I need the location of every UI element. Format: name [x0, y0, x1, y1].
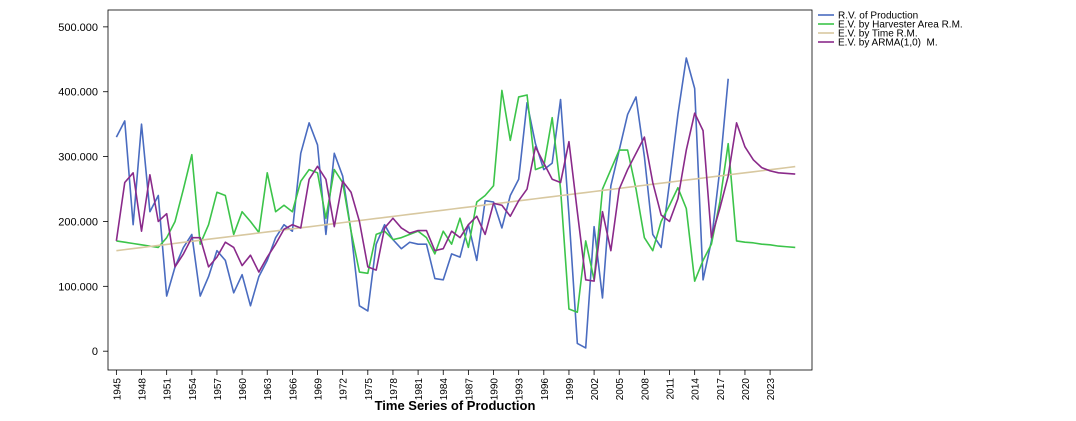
x-tick-label: 1951: [163, 378, 174, 401]
plot-area: [107, 9, 813, 371]
x-tick-label: 1987: [464, 378, 475, 401]
x-tick-label: 2023: [766, 378, 777, 401]
x-tick-label: 2011: [666, 378, 677, 400]
x-tick-label: 2014: [691, 378, 702, 401]
legend-label: E.V. by Harvester Area R.M.: [838, 20, 963, 31]
x-tick-label: 1990: [490, 378, 501, 401]
x-tick-label: 1978: [389, 378, 400, 401]
x-tick-label: 2005: [615, 378, 626, 401]
x-tick-label: 1966: [288, 378, 299, 401]
x-tick-label: 1957: [213, 378, 224, 401]
x-tick-label: 1993: [515, 378, 526, 401]
x-tick-label: 2002: [590, 378, 601, 401]
legend-label: E.V. by ARMA(1,0) M.: [838, 38, 938, 49]
y-tick-label: 100.000: [58, 281, 98, 293]
x-tick-label: 1972: [339, 378, 350, 401]
x-axis-title: Time Series of Production: [375, 398, 536, 413]
y-tick-label: 0: [92, 346, 98, 358]
series-line: [115, 57, 729, 349]
x-tick-label: 1960: [238, 378, 249, 401]
x-tick-label: 1984: [439, 378, 450, 401]
legend-label: R.V. of Production: [838, 11, 918, 22]
y-tick-label: 300.000: [58, 152, 98, 164]
x-tick-label: 1996: [540, 378, 551, 401]
x-tick-label: 2008: [640, 378, 651, 401]
x-tick-label: 2017: [716, 378, 727, 401]
x-tick-label: 1954: [188, 378, 199, 401]
series-line: [116, 89, 796, 314]
series-line: [115, 112, 796, 282]
x-tick-label: 1969: [314, 378, 325, 401]
y-tick-label: 500.000: [58, 22, 98, 34]
x-tick-label: 2020: [741, 378, 752, 401]
x-tick-label: 1999: [565, 378, 576, 401]
x-tick-label: 1945: [112, 378, 123, 401]
x-tick-label: 1975: [364, 378, 375, 401]
x-tick-label: 1963: [263, 378, 274, 401]
y-tick-label: 200.000: [58, 216, 98, 228]
y-tick-label: 400.000: [58, 87, 98, 99]
series-line: [116, 165, 796, 252]
x-tick-label: 1948: [138, 378, 149, 401]
x-tick-label: 1981: [414, 378, 425, 401]
legend-label: E.V. by Time R.M.: [838, 29, 918, 40]
